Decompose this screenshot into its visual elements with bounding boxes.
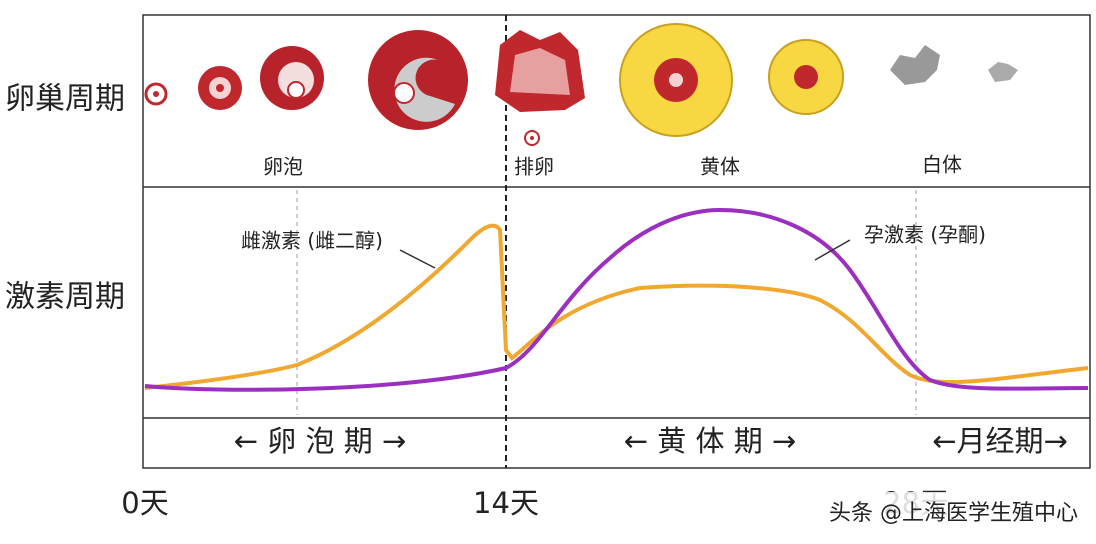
hormone-label: 雌激素 (雌二醇) <box>241 229 383 253</box>
day-label: 14天 <box>473 486 539 520</box>
day-label: 0天 <box>121 486 168 520</box>
side-label: 卵巢周期 <box>5 82 125 117</box>
progesterone-curve <box>144 207 1089 392</box>
pointer <box>399 249 436 269</box>
hormone-label: 孕激素 (孕酮) <box>864 223 986 247</box>
phase-label: ← 黄 体 期 → <box>624 424 796 458</box>
stage-label: 白体 <box>922 153 962 177</box>
estrogen-curve <box>144 223 1089 390</box>
watermark: 头条 @上海医学生殖中心 <box>829 501 1078 526</box>
phase-label: ←月经期→ <box>932 424 1068 458</box>
stage-label: 排卵 <box>514 155 554 179</box>
phase-label: ← 卵 泡 期 → <box>234 424 406 458</box>
cells <box>144 23 1018 146</box>
stage-label: 卵泡 <box>263 155 303 179</box>
frame <box>142 14 1091 469</box>
side-label: 激素周期 <box>5 280 125 315</box>
pointer <box>814 239 851 261</box>
stage-label: 黄体 <box>700 155 740 179</box>
watermark-bg <box>730 492 1085 536</box>
